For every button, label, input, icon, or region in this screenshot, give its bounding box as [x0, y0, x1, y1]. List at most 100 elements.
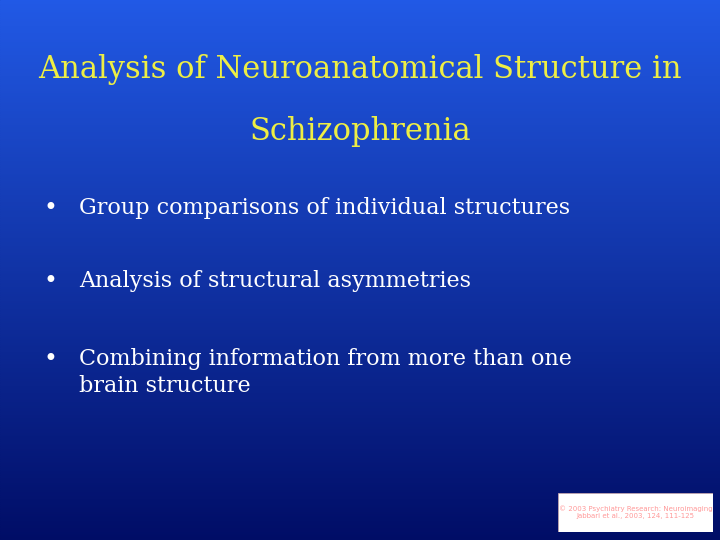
Bar — [0, 61, 720, 63]
Bar — [0, 7, 720, 9]
Bar — [0, 432, 720, 434]
Bar — [0, 336, 720, 339]
Bar — [0, 309, 720, 312]
Bar — [0, 396, 720, 398]
Bar — [0, 517, 720, 518]
Bar — [0, 349, 720, 351]
Bar — [0, 387, 720, 389]
Bar — [0, 258, 720, 259]
Bar — [0, 313, 720, 315]
Bar — [0, 49, 720, 50]
Bar — [0, 524, 720, 525]
Bar — [0, 407, 720, 409]
Bar — [0, 76, 720, 77]
Bar — [0, 4, 720, 5]
Bar — [0, 535, 720, 536]
Bar — [0, 115, 720, 117]
Bar — [0, 506, 720, 508]
Bar — [0, 47, 720, 49]
Bar — [0, 268, 720, 270]
Bar — [0, 259, 720, 261]
Bar — [0, 139, 720, 140]
Bar — [0, 339, 720, 340]
Bar — [0, 366, 720, 367]
Bar — [0, 191, 720, 193]
Bar — [0, 263, 720, 265]
Bar — [0, 32, 720, 34]
Bar — [0, 103, 720, 104]
Bar — [0, 326, 720, 328]
Bar — [0, 212, 720, 214]
Bar — [0, 448, 720, 450]
Bar — [0, 369, 720, 371]
Bar — [0, 356, 720, 358]
Bar — [0, 455, 720, 457]
Bar — [0, 247, 720, 248]
Bar — [0, 79, 720, 81]
Bar — [0, 293, 720, 295]
Bar — [0, 474, 720, 475]
Bar — [0, 214, 720, 216]
Bar — [0, 464, 720, 466]
Bar — [0, 385, 720, 387]
Bar — [0, 36, 720, 38]
Bar — [0, 137, 720, 139]
Bar — [0, 331, 720, 333]
Bar — [0, 180, 720, 182]
Bar — [0, 380, 720, 382]
Bar — [0, 347, 720, 349]
Bar — [0, 104, 720, 106]
Bar — [0, 97, 720, 99]
Bar — [0, 265, 720, 266]
Bar — [0, 205, 720, 207]
Bar — [0, 232, 720, 234]
Bar — [0, 140, 720, 142]
Bar — [0, 403, 720, 405]
Bar — [0, 166, 720, 167]
Bar — [0, 146, 720, 147]
Bar — [0, 439, 720, 441]
Bar — [0, 59, 720, 61]
Bar — [0, 470, 720, 471]
Bar — [0, 466, 720, 468]
Bar — [0, 324, 720, 326]
Bar — [0, 43, 720, 45]
Bar — [0, 367, 720, 369]
Bar — [0, 522, 720, 524]
Bar — [0, 227, 720, 228]
Bar — [0, 72, 720, 74]
Bar — [0, 509, 720, 511]
Bar — [0, 468, 720, 470]
Bar — [0, 130, 720, 131]
Bar — [0, 25, 720, 27]
Bar — [0, 153, 720, 155]
Bar — [0, 29, 720, 31]
Bar — [0, 42, 720, 43]
Bar — [0, 266, 720, 268]
Bar — [0, 317, 720, 319]
Bar — [0, 54, 720, 56]
Bar — [0, 520, 720, 522]
Bar — [0, 151, 720, 153]
Bar — [0, 481, 720, 482]
Bar — [0, 533, 720, 535]
Bar — [0, 401, 720, 403]
Bar — [0, 74, 720, 76]
Bar — [0, 117, 720, 119]
Bar — [0, 86, 720, 88]
Bar — [0, 362, 720, 363]
Bar — [0, 207, 720, 209]
Bar — [0, 477, 720, 479]
Bar — [0, 441, 720, 443]
Bar — [0, 124, 720, 126]
Bar — [0, 123, 720, 124]
Bar — [0, 238, 720, 239]
Bar — [0, 241, 720, 243]
Bar — [0, 292, 720, 293]
Bar — [0, 113, 720, 115]
Bar — [0, 376, 720, 378]
Bar — [0, 133, 720, 135]
Bar — [0, 328, 720, 329]
Bar — [0, 174, 720, 177]
Bar — [0, 443, 720, 444]
